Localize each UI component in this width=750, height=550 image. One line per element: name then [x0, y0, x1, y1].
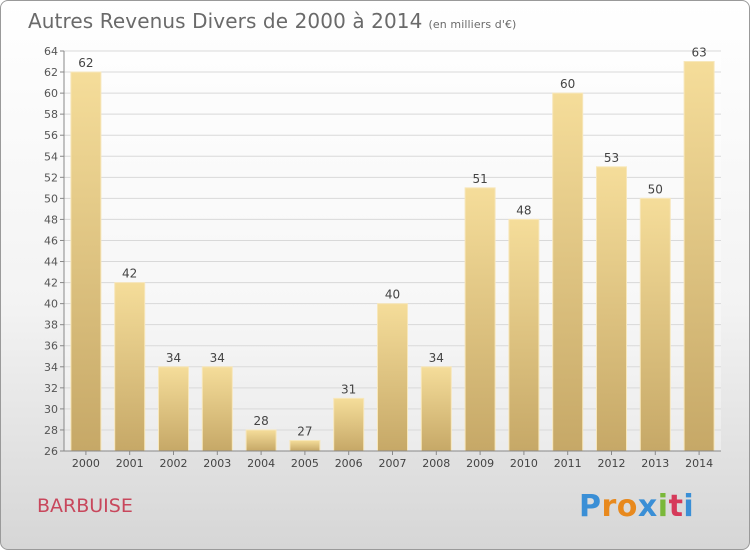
y-tick-label: 44: [44, 256, 58, 269]
y-tick-label: 38: [44, 319, 58, 332]
bars-layer: [70, 61, 715, 452]
bar: [596, 166, 627, 452]
bar: [552, 92, 584, 452]
y-tick-label: 54: [44, 150, 58, 163]
y-tick-label: 52: [44, 171, 58, 184]
bar: [420, 366, 452, 452]
data-label: 34: [210, 351, 225, 365]
logo-letter: i: [683, 489, 695, 524]
labels-layer: 62 42 34 34 28 27 31 40 34 51 48 60 53 50 63: [78, 46, 706, 439]
logo-letter: t: [668, 489, 684, 524]
x-tick-label: 2011: [554, 457, 582, 470]
data-label: 63: [691, 46, 706, 60]
bar: [289, 439, 321, 452]
x-tick-label: 2009: [466, 457, 494, 470]
chart-title-text: Autres Revenus Divers de 2000 à 2014: [28, 9, 423, 33]
x-tick-label: 2013: [641, 457, 669, 470]
bar: [333, 397, 365, 452]
x-tick-label: 2001: [116, 457, 144, 470]
y-tick-label: 48: [44, 213, 58, 226]
x-tick-label: 2014: [685, 457, 713, 470]
data-label: 27: [297, 424, 312, 438]
axis-layer: 26 28 30 32 34 36 38 40 42 44 46 48 50 52 54 56 58 60 62 64…: [44, 45, 721, 470]
y-tick-label: 62: [44, 66, 58, 79]
y-tick-label: 46: [44, 234, 58, 247]
data-label: 62: [78, 56, 93, 70]
x-tick-label: 2003: [203, 457, 231, 470]
data-label: 51: [472, 172, 487, 186]
bar: [464, 187, 496, 452]
y-tick-label: 30: [44, 403, 58, 416]
y-tick-label: 50: [44, 192, 58, 205]
chart-title: Autres Revenus Divers de 2000 à 2014 (en …: [28, 9, 516, 33]
y-tick-label: 56: [44, 129, 58, 142]
data-label: 34: [166, 351, 181, 365]
bar: [639, 197, 671, 452]
bar: [508, 218, 540, 452]
data-label: 34: [429, 351, 444, 365]
y-tick-label: 40: [44, 298, 58, 311]
x-tick-label: 2008: [422, 457, 450, 470]
proxiti-logo[interactable]: Proxiti: [579, 489, 694, 524]
y-tick-label: 42: [44, 277, 58, 290]
data-label: 48: [516, 203, 531, 217]
x-tick-label: 2004: [247, 457, 275, 470]
y-tick-label: 36: [44, 340, 58, 353]
bar: [377, 303, 408, 452]
data-label: 50: [648, 182, 663, 196]
x-tick-label: 2005: [291, 457, 319, 470]
logo-letter: r: [601, 489, 617, 524]
y-tick-label: 64: [44, 45, 58, 58]
y-tick-label: 26: [44, 445, 58, 458]
y-tick-label: 60: [44, 87, 58, 100]
data-label: 28: [253, 414, 268, 428]
y-tick-label: 34: [44, 361, 58, 374]
bar: [114, 282, 146, 452]
bar: [201, 366, 233, 452]
x-tick-label: 2002: [160, 457, 188, 470]
x-tick-label: 2007: [379, 457, 407, 470]
logo-letter: i: [657, 489, 669, 524]
data-label: 40: [385, 288, 400, 302]
y-tick-label: 32: [44, 382, 58, 395]
logo-letter: P: [579, 489, 602, 524]
y-tick-label: 28: [44, 424, 58, 437]
x-tick-label: 2012: [598, 457, 626, 470]
data-label: 42: [122, 267, 137, 281]
location-label: BARBUISE: [37, 495, 133, 517]
bar: [683, 61, 715, 452]
bar: [70, 71, 102, 452]
x-tick-label: 2010: [510, 457, 538, 470]
data-label: 31: [341, 382, 356, 396]
logo-letter: o: [616, 489, 638, 524]
data-label: 53: [604, 151, 619, 165]
x-tick-label: 2006: [335, 457, 363, 470]
bar: [158, 366, 189, 452]
x-tick-label: 2000: [72, 457, 100, 470]
data-label: 60: [560, 77, 575, 91]
y-tick-label: 58: [44, 108, 58, 121]
chart-subtitle: (en milliers d'€): [428, 18, 517, 31]
bar: [245, 429, 277, 452]
logo-letter: x: [637, 489, 658, 524]
